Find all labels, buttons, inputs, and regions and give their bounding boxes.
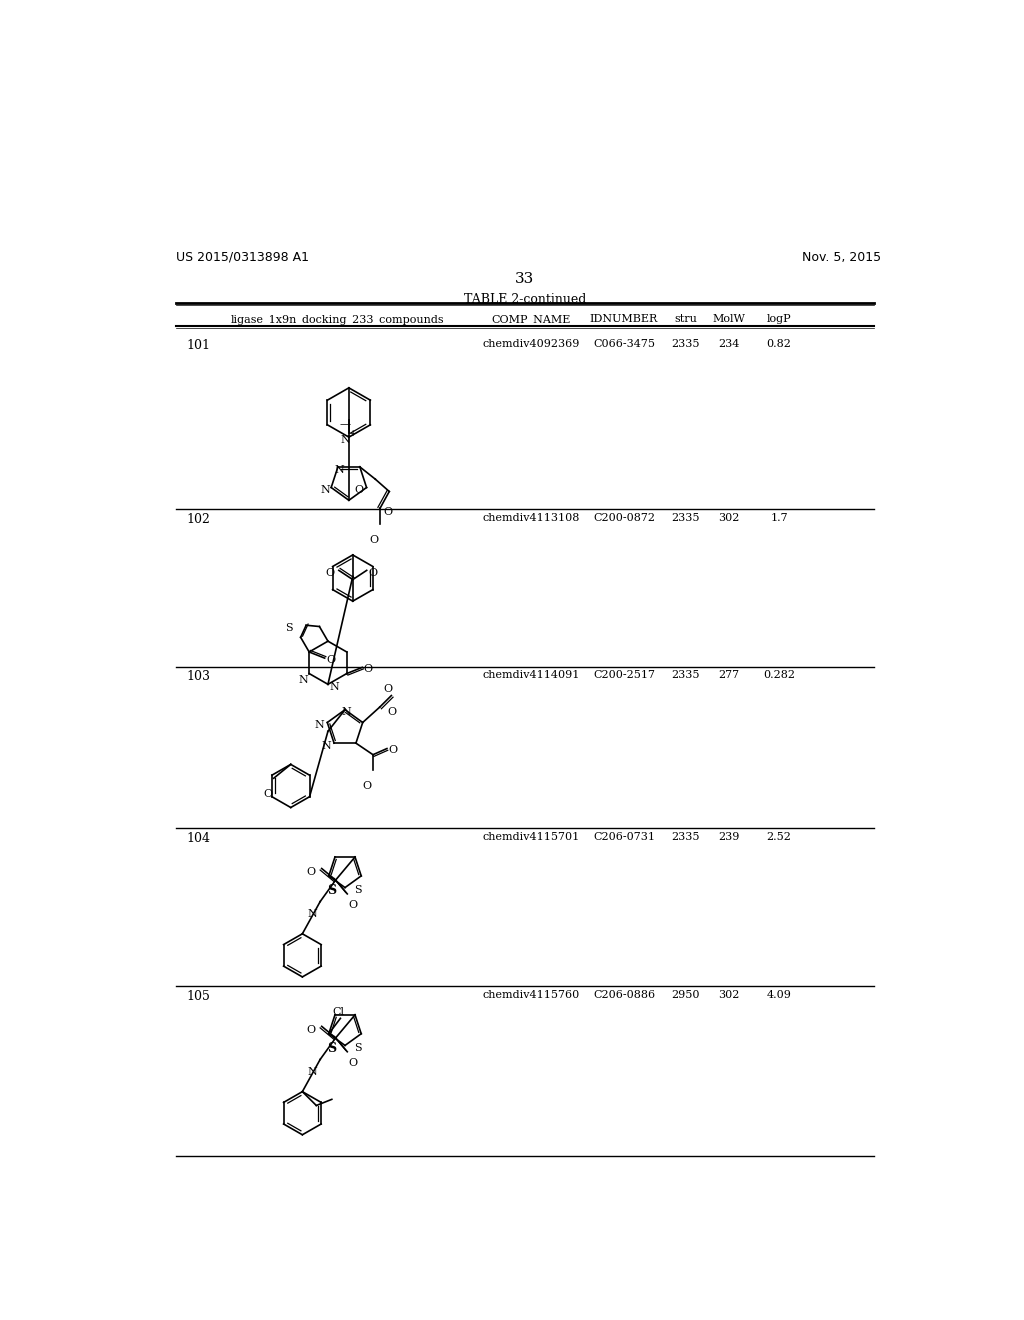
Text: 101: 101 [186, 339, 210, 352]
Text: O: O [306, 1024, 315, 1035]
Text: 2950: 2950 [672, 990, 700, 1001]
Text: chemdiv4115701: chemdiv4115701 [482, 832, 580, 842]
Text: 302: 302 [718, 990, 739, 1001]
Text: O: O [362, 781, 372, 791]
Text: C200-0872: C200-0872 [593, 512, 655, 523]
Text: O: O [325, 568, 334, 578]
Text: 2335: 2335 [672, 671, 700, 680]
Text: N: N [335, 465, 344, 474]
Text: MolW: MolW [712, 314, 745, 323]
Text: 0.282: 0.282 [763, 671, 795, 680]
Text: logP: logP [767, 314, 792, 323]
Text: 103: 103 [186, 671, 210, 684]
Text: N: N [307, 909, 317, 919]
Text: S: S [354, 886, 361, 895]
Text: C200-2517: C200-2517 [593, 671, 655, 680]
Text: O: O [384, 684, 393, 694]
Text: IDNUMBER: IDNUMBER [590, 314, 658, 323]
Text: S: S [328, 1041, 336, 1055]
Text: S: S [354, 1043, 361, 1053]
Text: N: N [330, 682, 339, 692]
Text: 2335: 2335 [672, 512, 700, 523]
Text: N: N [307, 1067, 317, 1077]
Text: COMP_NAME: COMP_NAME [492, 314, 570, 325]
Text: O: O [384, 507, 393, 517]
Text: 2.52: 2.52 [767, 832, 792, 842]
Text: 102: 102 [186, 512, 210, 525]
Text: Cl: Cl [333, 1007, 345, 1016]
Text: 33: 33 [515, 272, 535, 286]
Text: N: N [298, 675, 308, 685]
Text: TABLE 2-continued: TABLE 2-continued [464, 293, 586, 306]
Text: Nov. 5, 2015: Nov. 5, 2015 [802, 251, 882, 264]
Text: chemdiv4114091: chemdiv4114091 [482, 671, 580, 680]
Text: 302: 302 [718, 512, 739, 523]
Text: O: O [387, 708, 396, 717]
Text: 2335: 2335 [672, 339, 700, 350]
Text: O: O [306, 867, 315, 876]
Text: 277: 277 [718, 671, 739, 680]
Text: ligase_1x9n_docking_233_compounds: ligase_1x9n_docking_233_compounds [230, 314, 444, 325]
Text: 105: 105 [186, 990, 210, 1003]
Text: S: S [286, 623, 293, 632]
Text: O: O [263, 789, 272, 799]
Text: O: O [349, 900, 358, 909]
Text: C206-0886: C206-0886 [593, 990, 655, 1001]
Text: N: N [342, 708, 351, 717]
Text: N: N [341, 434, 350, 445]
Text: 0.82: 0.82 [767, 339, 792, 350]
Text: chemdiv4113108: chemdiv4113108 [482, 512, 580, 523]
Text: O: O [354, 486, 364, 495]
Text: O: O [364, 664, 373, 675]
Text: US 2015/0313898 A1: US 2015/0313898 A1 [176, 251, 309, 264]
Text: 1.7: 1.7 [770, 512, 787, 523]
Text: O: O [327, 655, 335, 665]
Text: 104: 104 [186, 832, 210, 845]
Text: N: N [314, 721, 325, 730]
Text: chemdiv4092369: chemdiv4092369 [482, 339, 580, 350]
Text: O: O [349, 1057, 358, 1068]
Text: 2335: 2335 [672, 832, 700, 842]
Text: —: — [339, 418, 350, 429]
Text: +: + [349, 429, 357, 438]
Text: 4.09: 4.09 [767, 990, 792, 1001]
Text: C206-0731: C206-0731 [593, 832, 655, 842]
Text: N: N [321, 486, 330, 495]
Text: N: N [322, 741, 331, 751]
Text: O: O [369, 568, 378, 578]
Text: S: S [328, 884, 336, 896]
Text: 234: 234 [718, 339, 739, 350]
Text: C066-3475: C066-3475 [593, 339, 655, 350]
Text: 239: 239 [718, 832, 739, 842]
Text: O: O [370, 535, 378, 545]
Text: chemdiv4115760: chemdiv4115760 [482, 990, 580, 1001]
Text: O: O [388, 746, 397, 755]
Text: stru: stru [675, 314, 697, 323]
